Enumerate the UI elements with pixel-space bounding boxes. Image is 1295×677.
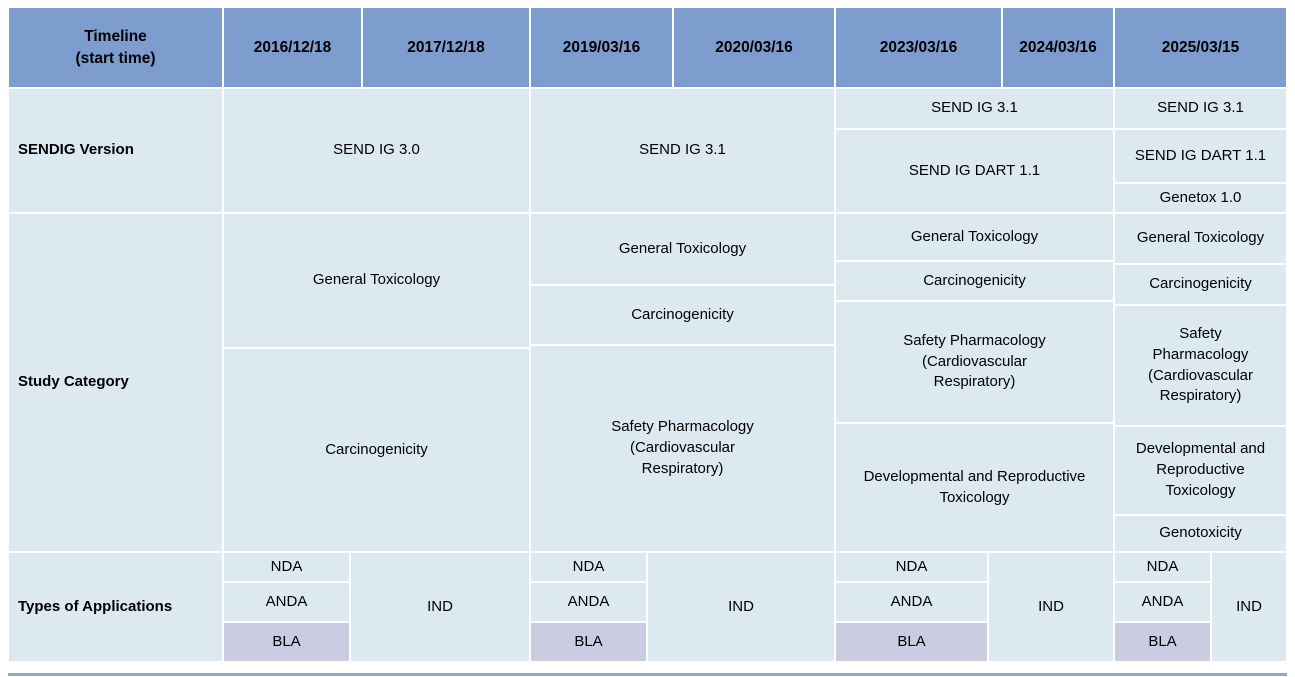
row-label-types-of-applications: Types of Applications — [8, 552, 223, 662]
cell-nda-2016: NDA — [223, 552, 350, 582]
cell-dart-toxicology-2025: Developmental and Reproductive Toxicolog… — [1114, 426, 1287, 515]
cell-bla-2016: BLA — [223, 622, 350, 662]
cell-general-toxicology-2025: General Toxicology — [1114, 213, 1287, 264]
cell-nda-2025: NDA — [1114, 552, 1211, 582]
cell-carcinogenicity-2023-2024: Carcinogenicity — [835, 261, 1114, 301]
cell-send-ig-3-1-2019-2020: SEND IG 3.1 — [530, 88, 835, 213]
cell-ind-2017: IND — [350, 552, 530, 662]
cell-anda-2025: ANDA — [1114, 582, 1211, 622]
cell-carcinogenicity-2025: Carcinogenicity — [1114, 264, 1287, 305]
cell-bla-2019: BLA — [530, 622, 647, 662]
cell-safety-pharmacology-2025: Safety Pharmacology (Cardiovascular Resp… — [1114, 305, 1287, 426]
cell-send-ig-3-1-2025: SEND IG 3.1 — [1114, 88, 1287, 129]
cell-nda-2023: NDA — [835, 552, 988, 582]
row-label-sendig-version: SENDIG Version — [8, 88, 223, 213]
header-cell-date-2020-03-16: 2020/03/16 — [673, 7, 835, 88]
row-label-study-category: Study Category — [8, 213, 223, 552]
cell-ind-2025: IND — [1211, 552, 1287, 662]
cell-send-ig-dart-2023-2024: SEND IG DART 1.1 — [835, 129, 1114, 213]
cell-safety-pharmacology-2023-2024: Safety Pharmacology (Cardiovascular Resp… — [835, 301, 1114, 423]
cell-nda-2019: NDA — [530, 552, 647, 582]
cell-carcinogenicity-2016-2017: Carcinogenicity — [223, 348, 530, 552]
cell-safety-pharmacology-2019-2020: Safety Pharmacology (Cardiovascular Resp… — [530, 345, 835, 552]
cell-bla-2025: BLA — [1114, 622, 1211, 662]
cell-genetox-1-0-2025: Genetox 1.0 — [1114, 183, 1287, 213]
table-bottom-border — [8, 673, 1287, 676]
cell-send-ig-3-1-2023-2024: SEND IG 3.1 — [835, 88, 1114, 129]
header-cell-date-2023-03-16: 2023/03/16 — [835, 7, 1002, 88]
cell-send-ig-dart-2025: SEND IG DART 1.1 — [1114, 129, 1287, 183]
cell-general-toxicology-2023-2024: General Toxicology — [835, 213, 1114, 261]
cell-general-toxicology-2016-2017: General Toxicology — [223, 213, 530, 348]
cell-anda-2023: ANDA — [835, 582, 988, 622]
cell-bla-2023: BLA — [835, 622, 988, 662]
header-cell-timeline: Timeline (start time) — [8, 7, 223, 88]
cell-send-ig-3-0-2016-2017: SEND IG 3.0 — [223, 88, 530, 213]
header-cell-date-2016-12-18: 2016/12/18 — [223, 7, 362, 88]
cell-genotoxicity-2025: Genotoxicity — [1114, 515, 1287, 552]
cell-general-toxicology-2019-2020: General Toxicology — [530, 213, 835, 285]
cell-ind-2024: IND — [988, 552, 1114, 662]
cell-anda-2016: ANDA — [223, 582, 350, 622]
header-cell-date-2019-03-16: 2019/03/16 — [530, 7, 673, 88]
cell-anda-2019: ANDA — [530, 582, 647, 622]
header-cell-date-2017-12-18: 2017/12/18 — [362, 7, 530, 88]
cell-dart-toxicology-2023-2024: Developmental and Reproductive Toxicolog… — [835, 423, 1114, 552]
cell-ind-2020: IND — [647, 552, 835, 662]
header-cell-date-2025-03-15: 2025/03/15 — [1114, 7, 1287, 88]
cell-carcinogenicity-2019-2020: Carcinogenicity — [530, 285, 835, 345]
header-cell-date-2024-03-16: 2024/03/16 — [1002, 7, 1114, 88]
